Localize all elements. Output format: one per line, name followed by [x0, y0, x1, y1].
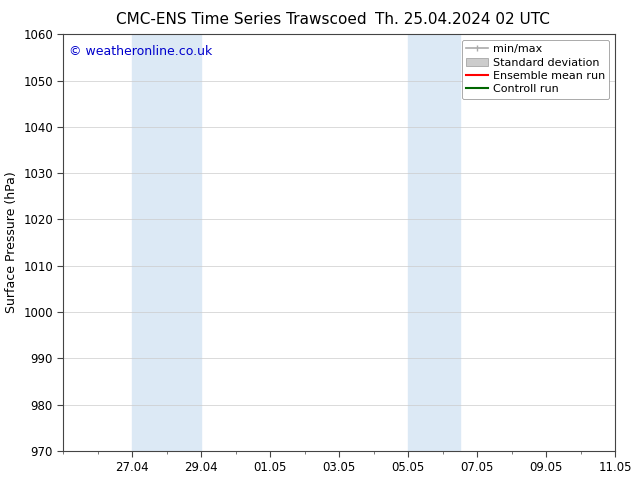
Bar: [133, 34, 202, 451]
Y-axis label: Surface Pressure (hPa): Surface Pressure (hPa): [4, 172, 18, 314]
Bar: [408, 34, 460, 451]
Text: CMC-ENS Time Series Trawscoed: CMC-ENS Time Series Trawscoed: [115, 12, 366, 27]
Legend: min/max, Standard deviation, Ensemble mean run, Controll run: min/max, Standard deviation, Ensemble me…: [462, 40, 609, 99]
Text: Th. 25.04.2024 02 UTC: Th. 25.04.2024 02 UTC: [375, 12, 550, 27]
Text: © weatheronline.co.uk: © weatheronline.co.uk: [69, 45, 212, 58]
